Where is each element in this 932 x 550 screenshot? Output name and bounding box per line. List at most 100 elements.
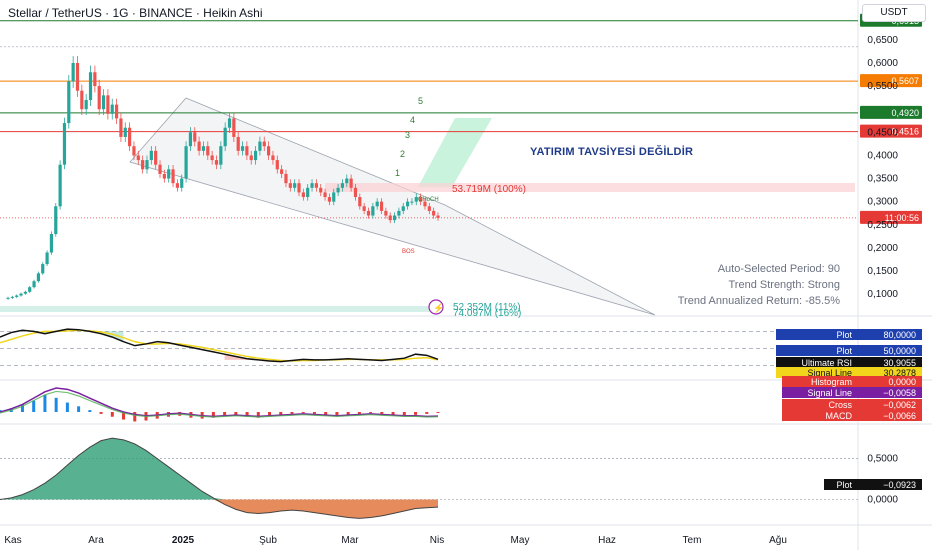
- macd-signal-line: [0, 390, 439, 418]
- candle-body: [349, 178, 353, 188]
- candle-body: [427, 206, 431, 211]
- macd-histogram-bar: [380, 412, 384, 414]
- volume-c-label: 74.097M (16%): [453, 308, 521, 319]
- candle-body: [419, 197, 423, 202]
- osc-value-tag: [824, 479, 922, 490]
- candle-body: [28, 287, 32, 292]
- candle-body: [297, 183, 301, 193]
- wave-label-4: 4: [410, 115, 415, 125]
- price-level-label: 0,4516: [891, 127, 919, 137]
- candle-body: [128, 127, 132, 147]
- osc-tick-label: 0,5000: [867, 454, 898, 465]
- macd-histogram-bar: [301, 412, 305, 413]
- candle-body: [336, 187, 340, 193]
- candle-body: [149, 150, 153, 161]
- currency-selector[interactable]: USDT: [862, 4, 926, 22]
- rsi-value-tag: [776, 357, 922, 368]
- candle-body: [432, 210, 436, 216]
- time-tick-label: Tem: [683, 535, 702, 546]
- time-tick-label: 2025: [172, 535, 195, 546]
- price-tick-label: 0,4000: [867, 150, 898, 161]
- price-axis: 0,6500 0,6000 0,5500 0,4500 0,4000 0,3500 0,30…: [867, 35, 898, 300]
- time-tick-label: Ara: [88, 535, 104, 546]
- macd-value-label: −0,0066: [883, 411, 916, 421]
- candle-body: [384, 210, 388, 216]
- macd-histogram-bar: [32, 400, 36, 412]
- price-level-label: 0,5607: [891, 76, 919, 86]
- macd-histogram-bar: [245, 412, 249, 417]
- trend-stats: Auto-Selected Period: 90 Trend Strength:…: [600, 261, 840, 309]
- osc-negative-area: [0, 499, 438, 519]
- wave-label-1: 1: [395, 168, 400, 178]
- macd-histogram-bar: [110, 412, 114, 417]
- macd-histogram-bar: [20, 404, 24, 412]
- macd-value-label: −0,0062: [883, 400, 916, 410]
- candle-body: [301, 192, 305, 198]
- auto-period-text: Auto-Selected Period: 90: [717, 263, 840, 275]
- candle-body: [132, 146, 136, 156]
- rsi-panel: Plot 80,0000 Plot 50,0000 Ultimate RSI 30,905…: [0, 328, 922, 378]
- candle-body: [423, 201, 427, 207]
- candle-body: [110, 104, 114, 114]
- candle-body: [271, 155, 275, 161]
- macd-histogram-bar: [425, 412, 429, 414]
- bos-label: BOS: [402, 249, 415, 255]
- candle-body: [284, 173, 288, 184]
- candle-body: [54, 206, 58, 235]
- candle-body: [41, 264, 45, 274]
- time-tick-label: Ağu: [769, 535, 787, 546]
- macd-histogram-bar: [335, 412, 339, 416]
- candle-body: [245, 146, 249, 156]
- candle-body: [210, 155, 214, 161]
- candle-body: [375, 201, 379, 207]
- candle-body: [345, 178, 349, 184]
- trend-return-text: Trend Annualized Return: -85.5%: [677, 295, 840, 307]
- osc-tick-label: 0,0000: [867, 495, 898, 506]
- candle-body: [327, 197, 332, 202]
- macd-histogram-bar: [211, 412, 215, 418]
- candle-body: [249, 155, 253, 161]
- candle-body: [280, 169, 284, 174]
- macd-name-label: MACD: [826, 411, 853, 421]
- price-tick-label: 0,4500: [867, 127, 898, 138]
- macd-name-label: Cross: [828, 400, 852, 410]
- candle-body: [340, 183, 345, 188]
- oscillator-panel: 0,5000 0,0000 Plot −0,0923: [0, 437, 922, 519]
- candle-body: [197, 141, 201, 151]
- candle-body: [414, 197, 418, 202]
- candle-body: [167, 169, 171, 179]
- candle-body: [362, 206, 366, 211]
- macd-value-tag: [782, 376, 922, 387]
- disclaimer-text: YATIRIM TAVSİYESİ DEĞİLDİR: [530, 146, 694, 158]
- price-level-label-bg: [860, 105, 922, 119]
- wave-label-5: 5: [418, 96, 423, 106]
- candle-body: [323, 192, 327, 198]
- candle-body: [275, 160, 279, 170]
- macd-histogram-bar: [436, 412, 440, 413]
- lightning-glyph: ⚡: [433, 302, 444, 314]
- candle-body: [67, 81, 71, 124]
- candle-body: [201, 146, 206, 151]
- macd-name-label: Signal Line: [807, 388, 852, 398]
- macd-panel: Histogram 0,0000 Signal Line −0,0058 Cross −0…: [0, 376, 922, 422]
- candle-body: [88, 72, 93, 100]
- price-tick-label: 0,6000: [867, 58, 898, 69]
- osc-name-label: Plot: [836, 480, 852, 490]
- candle-body: [332, 192, 336, 202]
- candle-body: [175, 183, 179, 188]
- candle-body: [101, 95, 106, 110]
- candle-body: [358, 197, 362, 207]
- price-tick-label: 0,2000: [867, 243, 898, 254]
- candle-body: [162, 173, 166, 179]
- time-tick-label: Mar: [341, 535, 359, 546]
- candle-body: [227, 118, 232, 128]
- macd-histogram-bar: [268, 412, 272, 416]
- rsi-value-label: 30,9055: [883, 358, 916, 368]
- candle-body: [19, 293, 23, 296]
- candle-body: [32, 281, 36, 288]
- candle-body: [262, 141, 266, 147]
- chart-title: Stellar / TetherUS · 1G · BINANCE · Heik…: [8, 6, 263, 20]
- candle-body: [410, 201, 414, 203]
- price-tick-label: 0,6500: [867, 35, 898, 46]
- time-tick-label: Şub: [259, 535, 277, 546]
